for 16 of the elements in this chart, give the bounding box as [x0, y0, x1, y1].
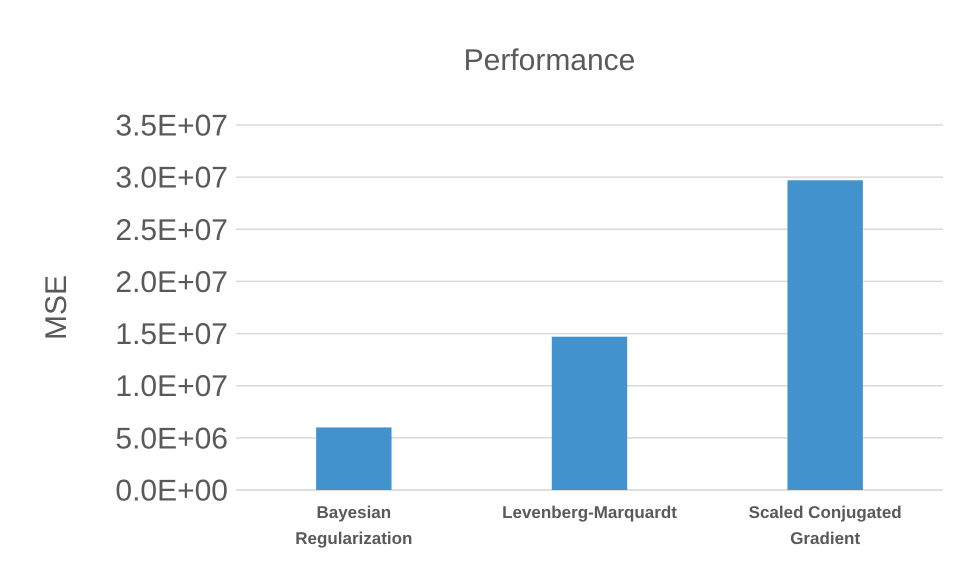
y-tick-label: 5.0E+06	[115, 422, 228, 456]
y-tick-label: 1.5E+07	[115, 318, 228, 352]
y-tick-label: 1.0E+07	[115, 370, 228, 404]
chart-title: Performance	[464, 44, 636, 77]
x-tick-label: Levenberg-Marquardt	[502, 503, 678, 522]
bar	[787, 180, 863, 490]
x-tick-label: Bayesian Regularization	[295, 503, 412, 548]
bar	[316, 427, 392, 490]
bar	[552, 336, 628, 490]
y-tick-label: 2.5E+07	[115, 214, 228, 247]
y-tick-label: 2.0E+07	[115, 266, 228, 299]
y-tick-label: 3.5E+07	[115, 110, 228, 142]
y-axis-title: MSE	[40, 274, 73, 340]
y-tick-label: 3.0E+07	[115, 162, 228, 195]
x-tick-label: Scaled Conjugated Gradient	[748, 503, 902, 548]
y-tick-label: 0.0E+00	[115, 474, 228, 508]
